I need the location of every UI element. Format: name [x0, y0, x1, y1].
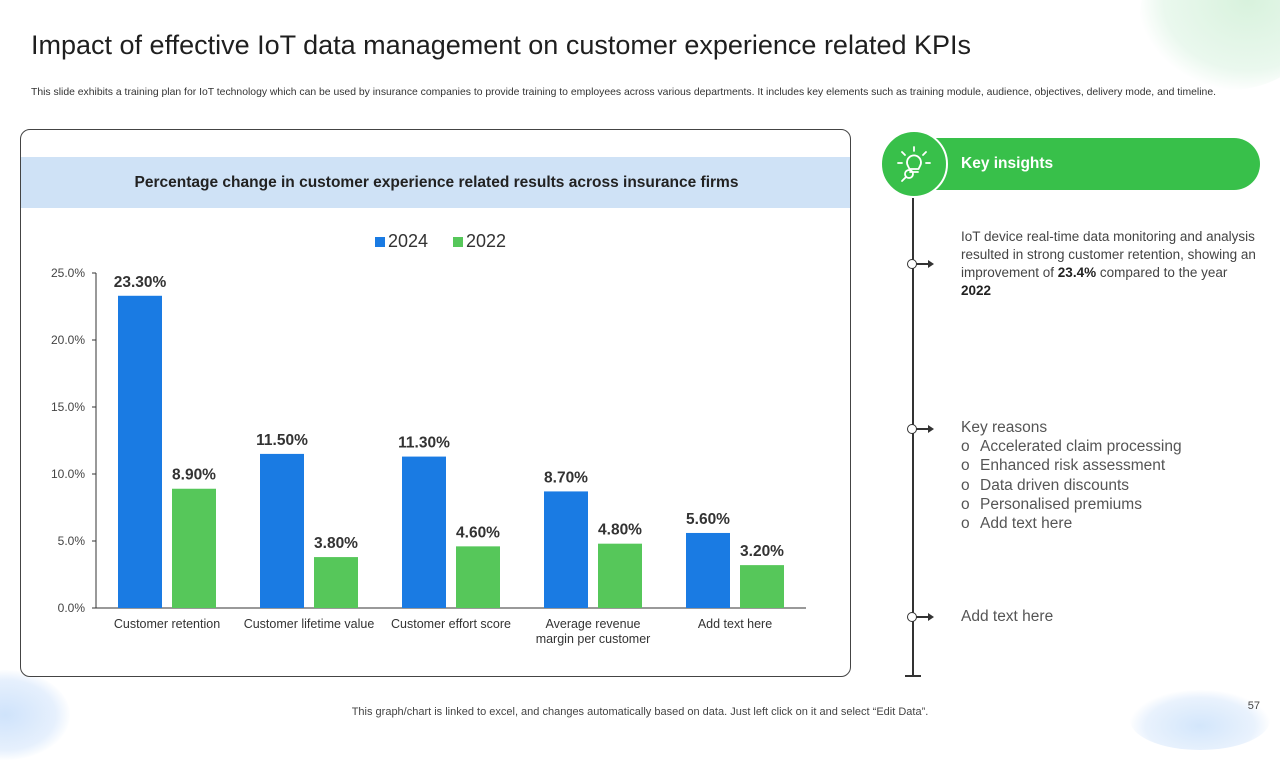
- data-label: 4.80%: [598, 522, 642, 539]
- slide-title: Impact of effective IoT data management …: [31, 30, 972, 60]
- legend-label-2024: 2024: [388, 231, 428, 251]
- y-tick-label: 10.0%: [51, 467, 85, 481]
- bar-2022: [598, 543, 642, 608]
- timeline-arrow: [916, 260, 934, 268]
- data-label: 3.20%: [740, 543, 784, 560]
- y-tick-label: 20.0%: [51, 333, 85, 347]
- bar-2022: [456, 546, 500, 608]
- chart-header: Percentage change in customer experience…: [21, 157, 850, 208]
- bar-chart[interactable]: 0.0% 5.0% 10.0% 15.0% 20.0% 25.0% 23.30% 8.90% C…: [21, 130, 850, 676]
- data-label: 23.30%: [114, 274, 167, 291]
- data-label: 3.80%: [314, 535, 358, 552]
- data-label: 8.70%: [544, 469, 588, 486]
- reason-item: o Enhanced risk assessment: [961, 457, 1166, 475]
- bar-2024: [544, 491, 588, 608]
- key-reasons-list: Key reasons o Accelerated claim processin…: [961, 418, 1182, 533]
- bar-2022: [172, 488, 216, 608]
- key-reasons-title: Key reasons: [961, 419, 1048, 436]
- legend-swatch-2024: [375, 237, 385, 247]
- bar-2024: [260, 453, 304, 608]
- data-label: 4.60%: [456, 524, 500, 541]
- reason-item: o Accelerated claim processing: [961, 438, 1182, 456]
- x-tick-label: Customer lifetime value: [244, 617, 375, 631]
- bar-2024: [686, 532, 730, 608]
- data-label: 5.60%: [686, 511, 730, 528]
- timeline-line: [912, 198, 914, 676]
- decorative-blob-bottom-right: [1130, 690, 1270, 750]
- timeline-arrow: [916, 613, 934, 621]
- placeholder-text[interactable]: Add text here: [961, 608, 1054, 625]
- reason-item: o Add text here: [961, 515, 1073, 533]
- timeline-end-cap: [905, 675, 921, 677]
- page-number: 57: [1247, 700, 1260, 712]
- slide-subtitle: This slide exhibits a training plan for …: [31, 87, 1216, 98]
- x-tick-label: Average revenue: [546, 617, 641, 631]
- x-tick-label: Add text here: [698, 617, 772, 631]
- key-insights-label: Key insights: [961, 155, 1054, 172]
- bar-2022: [740, 565, 784, 608]
- bar-2024: [402, 456, 446, 608]
- insight-paragraph: IoT device real-time data monitoring and…: [961, 229, 1256, 298]
- timeline-arrow: [916, 425, 934, 433]
- x-tick-label: Customer effort score: [391, 617, 511, 631]
- bar-2024: [118, 295, 162, 608]
- idea-bulb-icon: [880, 130, 948, 198]
- data-label: 11.50%: [256, 432, 308, 449]
- data-label: 11.30%: [398, 435, 450, 452]
- reason-item: o Data driven discounts: [961, 476, 1130, 494]
- legend-label-2022: 2022: [466, 231, 506, 251]
- footer-note: This graph/chart is linked to excel, and…: [351, 706, 929, 718]
- y-tick-label: 5.0%: [58, 534, 86, 548]
- x-tick-label: margin per customer: [536, 632, 651, 646]
- y-tick-label: 25.0%: [51, 266, 85, 280]
- y-tick-label: 0.0%: [58, 601, 86, 615]
- bar-2022: [314, 557, 358, 608]
- data-label: 8.90%: [172, 467, 216, 484]
- legend-swatch-2022: [453, 237, 463, 247]
- x-tick-label: Customer retention: [114, 617, 220, 631]
- y-tick-label: 15.0%: [51, 400, 85, 414]
- decorative-blob-top-right: [1140, 0, 1280, 90]
- reason-item: o Personalised premiums: [961, 495, 1142, 513]
- chart-card[interactable]: Percentage change in customer experience…: [20, 129, 851, 677]
